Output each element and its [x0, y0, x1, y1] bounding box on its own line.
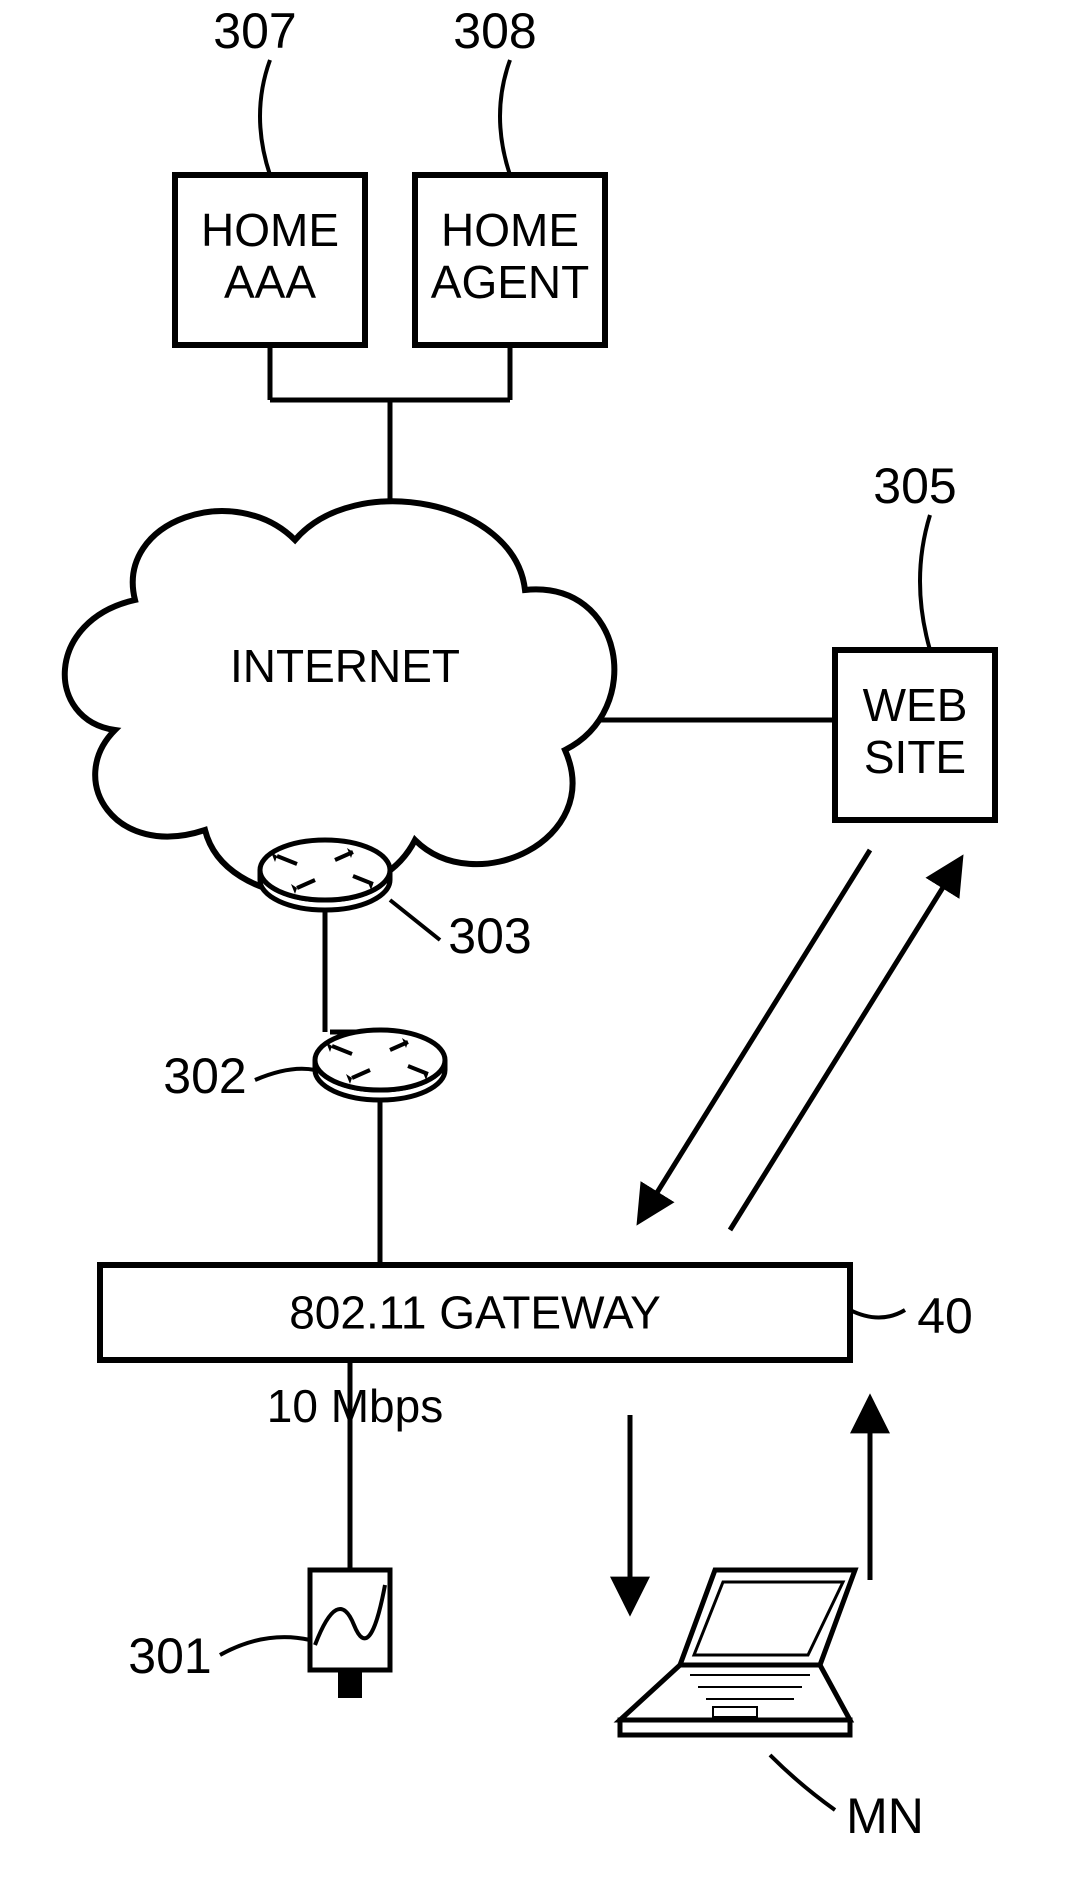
router-top-icon — [260, 840, 390, 910]
internet-cloud-icon: INTERNET — [65, 501, 615, 895]
router-mid-icon-ref: 302 — [163, 1048, 246, 1104]
svg-text:802.11 GATEWAY: 802.11 GATEWAY — [289, 1287, 661, 1339]
web-site-box: WEBSITE — [835, 650, 995, 820]
home-agent-box: HOMEAGENT — [415, 175, 605, 345]
svg-text:WEB: WEB — [863, 679, 968, 731]
svg-text:HOME: HOME — [441, 204, 579, 256]
svg-text:HOME: HOME — [201, 204, 339, 256]
router-top-icon-ref: 303 — [448, 908, 531, 964]
svg-text:INTERNET: INTERNET — [230, 640, 460, 692]
ref-308: 308 — [453, 3, 536, 59]
svg-text:AAA: AAA — [224, 256, 316, 308]
svg-text:SITE: SITE — [864, 731, 966, 783]
ref-305: 305 — [873, 458, 956, 514]
ref-mn: MN — [846, 1788, 924, 1844]
svg-text:AGENT: AGENT — [431, 256, 589, 308]
laptop-icon — [620, 1570, 855, 1735]
gateway-speed-label: 10 Mbps — [267, 1380, 443, 1432]
gateway-box: 802.11 GATEWAY — [100, 1265, 850, 1360]
ref-40: 40 — [917, 1288, 973, 1344]
ref-307: 307 — [213, 3, 296, 59]
router-mid-icon — [315, 1030, 445, 1100]
home-aaa-box: HOMEAAA — [175, 175, 365, 345]
access-point-icon — [310, 1570, 390, 1698]
ref-301: 301 — [128, 1628, 211, 1684]
